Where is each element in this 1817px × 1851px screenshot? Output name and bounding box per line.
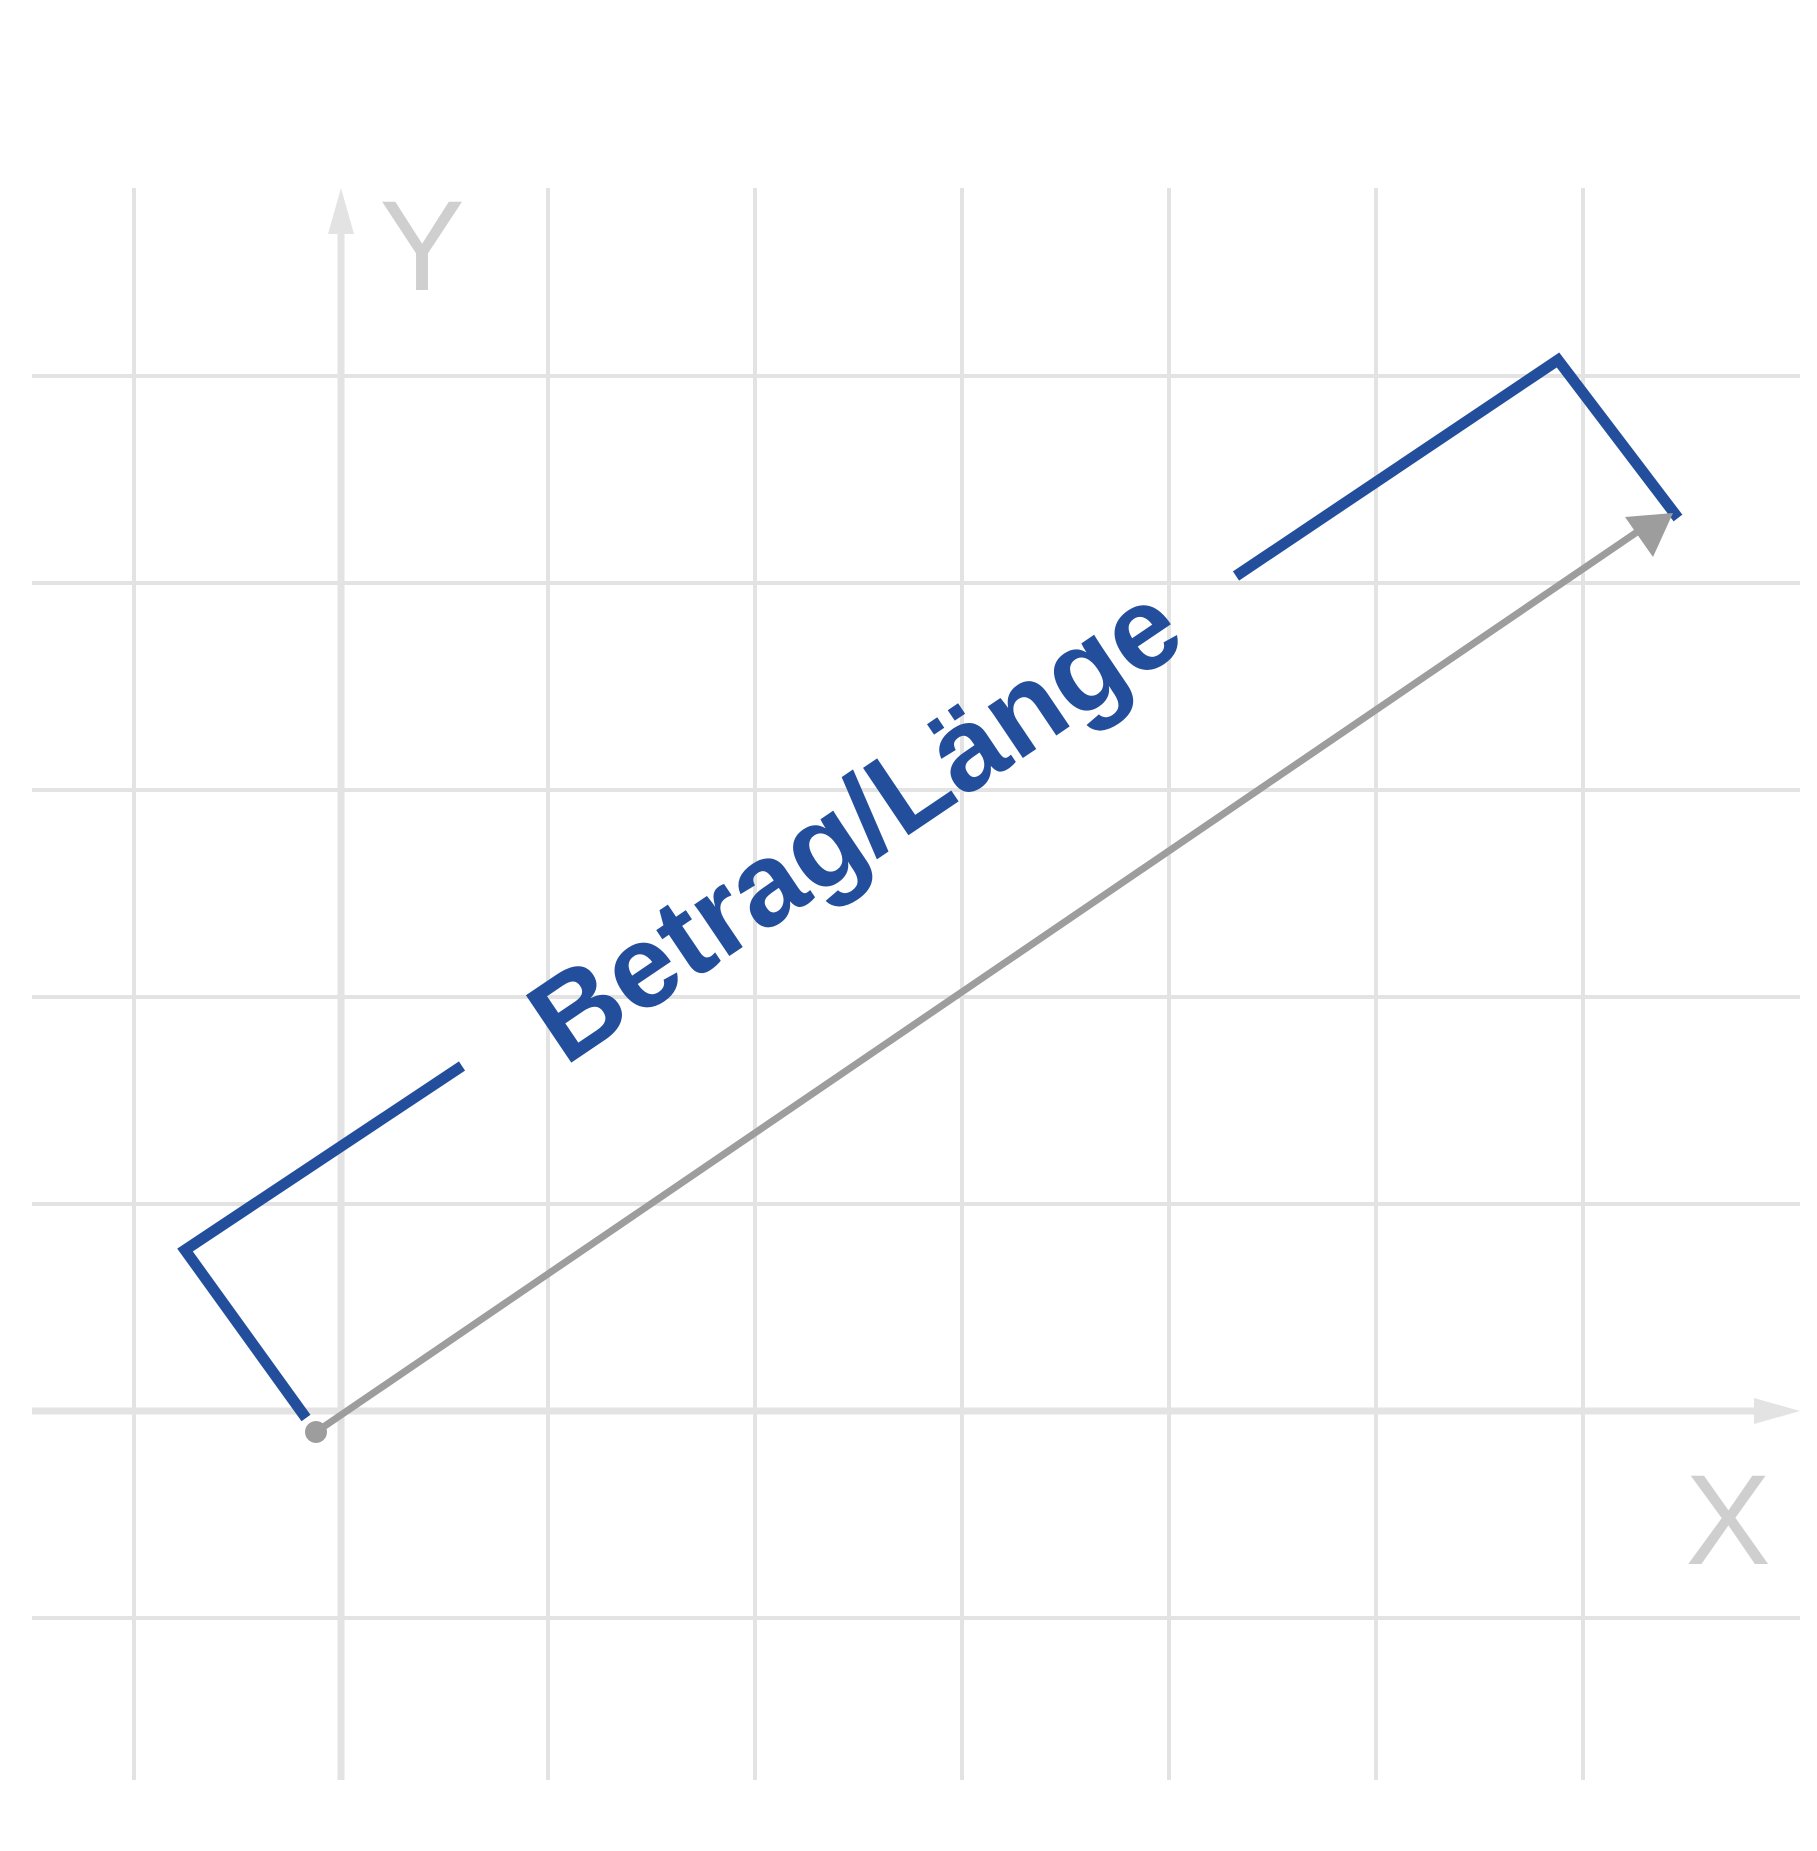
bracket-right-segment [1232,352,1683,581]
vector-tail-point [305,1421,327,1443]
x-axis-arrowhead [1754,1398,1800,1424]
vector [305,513,1673,1443]
x-axis-label: X [1685,1449,1770,1592]
vector-shaft [312,526,1644,1436]
bracket-left-segment [177,1061,466,1422]
magnitude-label: Betrag/Länge [506,557,1205,1088]
vector-arrowhead [1625,513,1673,557]
y-axis-label: Y [379,175,464,318]
axes: Y X [32,175,1800,1780]
magnitude-bracket [177,352,1683,1422]
grid [32,188,1800,1780]
y-axis-arrowhead [328,188,354,234]
